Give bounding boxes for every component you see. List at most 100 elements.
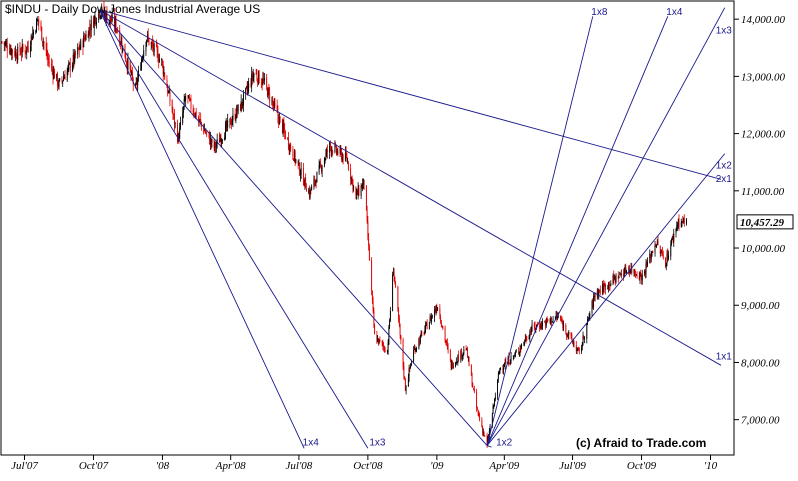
candle-body [193,112,195,115]
candle [650,253,651,264]
candle-body [267,88,269,98]
candle-body [450,359,452,369]
candle-body [236,107,238,118]
candle-body [541,322,543,327]
candle [4,41,6,51]
candle-body [467,348,469,358]
candle-body [194,115,196,116]
candle [109,15,111,25]
candle [164,72,166,81]
candle [467,355,469,362]
candle [10,44,12,56]
candle [503,364,505,375]
candle [308,187,310,195]
candle [362,178,364,190]
candle-body [19,45,21,53]
gann-label-1x4: 1x4 [666,7,683,18]
candle [230,117,232,125]
candle-body [188,95,190,99]
gann-line-1x8 [486,16,594,446]
candle [463,346,465,356]
candle-body [482,432,484,434]
candle-body [27,45,28,49]
candle-body [489,426,491,432]
candle-body [20,53,22,55]
candle-body [226,121,228,128]
candle-body [634,269,636,274]
candle-body [421,332,423,334]
candle [355,186,357,200]
gann-line-1x2 [486,153,726,446]
candle-body [198,118,200,122]
candle [232,107,234,128]
candle-body [161,58,163,60]
candle [670,240,672,261]
candle [618,275,620,279]
candle [336,148,338,156]
candle-body [316,172,318,183]
candle [323,156,325,168]
candle-body [389,310,391,320]
candle-body [680,222,682,227]
candle-body [639,272,641,280]
candle-body [320,164,322,166]
candle [153,42,155,57]
candle [665,257,666,268]
candle [278,113,280,129]
candle-body [68,63,70,65]
candle [15,49,17,60]
candle-body [436,308,438,311]
candle [111,7,113,23]
candle [441,325,443,328]
candle-body [665,258,666,267]
candle-body [544,322,546,323]
candle [562,319,564,331]
candle-body [332,150,334,153]
candle [136,77,138,91]
gann-label-1x4: 1x4 [303,437,320,448]
candle [644,269,645,277]
candle-body [677,224,678,226]
candle [335,144,337,156]
candle [255,68,257,75]
last-price-marker: 10,457.29 [736,214,794,230]
candle-body [473,388,475,392]
candle [458,350,460,362]
candle-body [376,335,378,343]
candle [510,351,512,364]
candle [329,141,331,160]
candle [287,137,289,141]
candle [520,345,522,353]
candle-body [635,274,636,275]
candle [83,31,85,48]
candle-body [35,31,37,33]
candle [570,332,572,339]
candle [182,106,184,119]
candle-body [294,151,296,162]
candle [405,385,407,395]
candle [371,257,373,296]
candle-body [572,343,574,344]
candle [69,62,70,65]
candle-body [620,273,622,275]
candle-body [565,324,567,333]
candle-body [242,93,244,106]
candle [337,147,339,157]
candle-body [371,260,373,291]
candle-body [360,185,362,196]
candle-body [287,137,289,148]
candle [63,71,64,82]
candle-body [324,158,326,161]
candle [389,306,391,322]
candle-body [641,275,642,281]
candle [431,314,433,319]
candle [416,346,418,353]
candle [150,41,152,51]
candle-body [58,80,60,87]
candle [262,71,264,86]
candle-body [554,317,556,318]
candle [58,78,60,90]
candle [419,334,421,345]
candle-body [483,431,485,436]
